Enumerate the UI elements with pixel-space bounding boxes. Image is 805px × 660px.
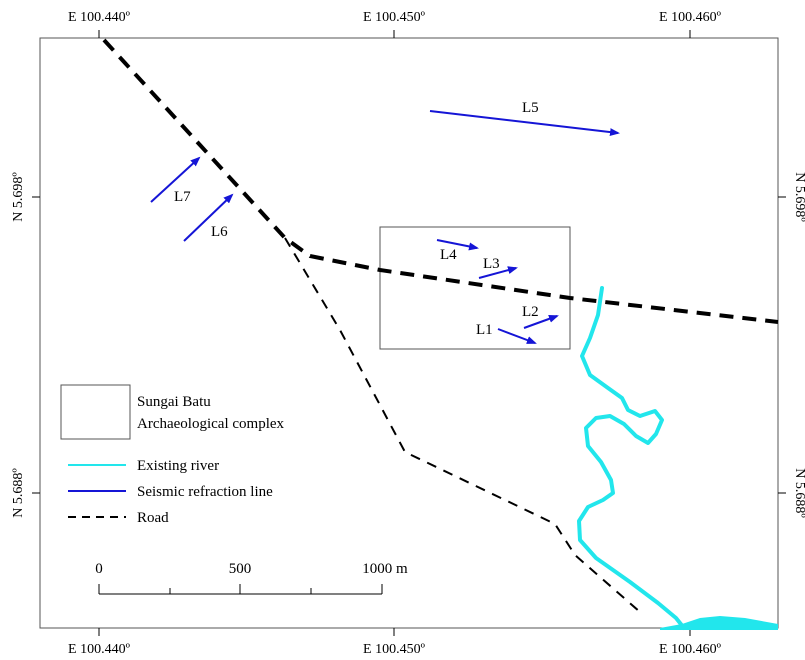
bottom-axis-label: E 100.450º <box>363 642 426 657</box>
seismic-line-L5 <box>429 110 620 137</box>
legend-road-label: Road <box>137 510 169 526</box>
top-axis-label: E 100.440º <box>68 10 131 25</box>
left-axis-label: N 5.688º <box>11 468 26 518</box>
scale-tick-1000: 1000 m <box>362 561 408 577</box>
left-axis-label: N 5.698º <box>11 172 26 222</box>
bottom-axis-label: E 100.460º <box>659 642 722 657</box>
scale-bar <box>98 584 383 595</box>
road-branch <box>284 237 641 613</box>
scale-tick-0: 0 <box>95 561 103 577</box>
top-axis-label: E 100.450º <box>363 10 426 25</box>
seismic-line-L4 <box>436 239 479 251</box>
river <box>577 286 686 630</box>
right-axis-label: N 5.688º <box>792 468 805 518</box>
seismic-line-L1 <box>497 328 537 344</box>
bottom-axis-label: E 100.440º <box>68 642 131 657</box>
river-wide-channel <box>660 616 778 630</box>
seismic-line-L7 <box>150 156 201 203</box>
line-label-L6: L6 <box>211 224 228 240</box>
line-label-L2: L2 <box>522 304 539 320</box>
legend-seismic-label: Seismic refraction line <box>137 484 273 500</box>
legend-river-label: Existing river <box>137 458 219 474</box>
legend-complex-label-line1: Sungai Batu <box>137 394 211 410</box>
legend: Sungai Batu Archaeological complex Exist… <box>60 384 285 526</box>
map-frame <box>39 37 779 629</box>
seismic-line-L2 <box>523 314 559 329</box>
line-label-L7: L7 <box>174 189 191 205</box>
seismic-line-L3 <box>478 266 518 279</box>
line-label-L4: L4 <box>440 247 457 263</box>
line-label-L5: L5 <box>522 100 539 116</box>
road-main <box>102 38 779 324</box>
line-label-L3: L3 <box>483 256 500 272</box>
legend-complex-label-line2: Archaeological complex <box>137 416 285 432</box>
top-axis-label: E 100.460º <box>659 10 722 25</box>
frame-ticks <box>32 30 786 636</box>
seismic-line-L6 <box>183 193 234 242</box>
seismic-lines <box>150 110 620 344</box>
archaeological-complex-area <box>379 226 571 350</box>
scale-tick-500: 500 <box>229 561 252 577</box>
right-axis-label: N 5.698º <box>792 172 805 222</box>
legend-complex-swatch <box>60 384 131 440</box>
line-label-L1: L1 <box>476 322 493 338</box>
